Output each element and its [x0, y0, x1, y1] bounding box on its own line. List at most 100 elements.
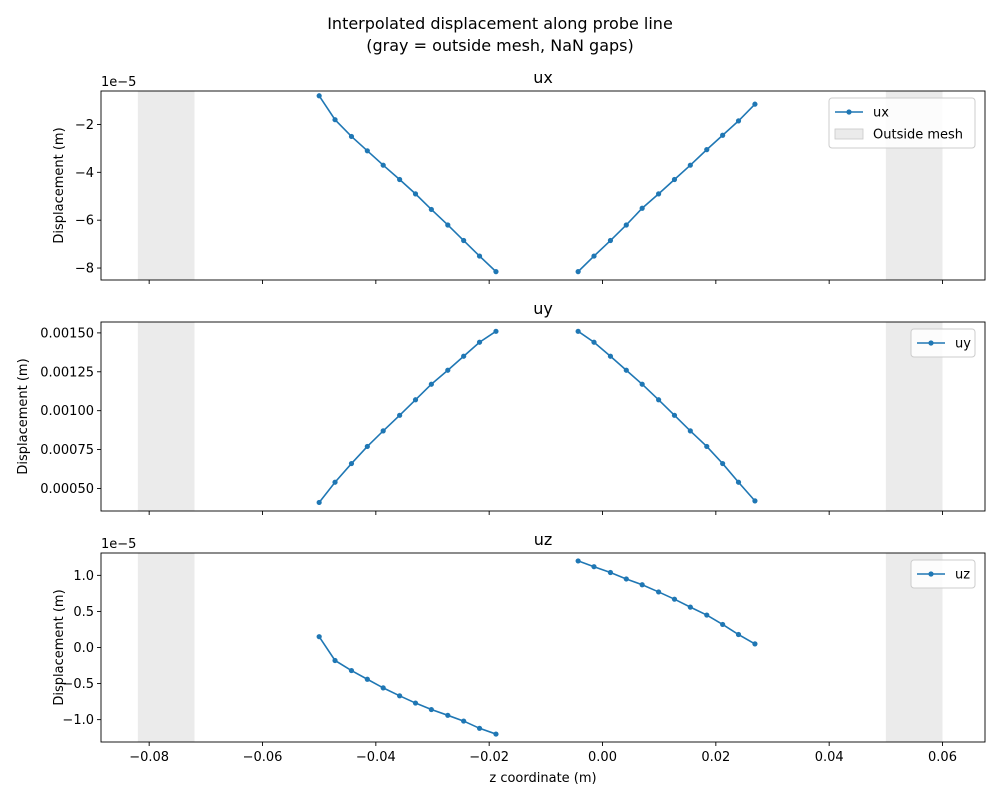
data-point [476, 339, 483, 345]
data-point [656, 589, 662, 595]
data-point [461, 237, 467, 244]
data-point [671, 596, 678, 602]
data-point [591, 253, 597, 259]
data-point [656, 191, 662, 197]
x-tick-label: −0.06 [243, 750, 283, 765]
y-tick-label: 1.0 [73, 569, 94, 584]
data-point [332, 117, 338, 123]
data-point [397, 412, 403, 418]
data-point [607, 237, 614, 244]
y-axis-label: Displacement (m) [16, 358, 31, 474]
subplot-ux: −8 −6 −4 −2 1e−5 ux Displacement (m) ux Outside … [52, 68, 986, 284]
data-point [493, 731, 499, 737]
data-point [461, 353, 467, 359]
data-point [639, 582, 645, 588]
y-tick-label: 0.5 [73, 605, 94, 620]
data-point [445, 222, 451, 228]
data-point [752, 498, 758, 504]
data-point [752, 101, 758, 107]
data-point [332, 657, 338, 664]
axes-frame [100, 90, 986, 281]
data-point [591, 564, 597, 570]
data-point [332, 479, 338, 485]
x-tick-label: 0.04 [815, 750, 844, 765]
data-point [575, 269, 581, 275]
data-point [348, 460, 355, 467]
legend: uy [910, 328, 976, 358]
x-axis-label: z coordinate (m) [489, 771, 596, 786]
data-point [316, 634, 322, 640]
x-tick-label: −0.04 [356, 750, 396, 765]
data-point [445, 367, 451, 373]
legend-label: ux [873, 106, 889, 121]
legend-patch-swatch [834, 128, 864, 140]
data-point [687, 428, 693, 434]
data-point [623, 367, 629, 373]
axes-frame [100, 552, 986, 743]
data-point [348, 667, 355, 674]
subplot-title: uz [534, 530, 553, 549]
x-tick-label: 0.00 [588, 750, 617, 765]
y-tick-label: −0.5 [62, 677, 94, 692]
data-point [704, 443, 710, 450]
y-tick-label: 0.00075 [40, 443, 94, 458]
outside-mesh-span [137, 322, 195, 511]
data-point [735, 631, 742, 638]
data-point [704, 612, 710, 618]
y-tick-label: 0.0 [73, 641, 94, 656]
y-tick-label: −6 [75, 214, 94, 229]
y-offset-text: 1e−5 [101, 537, 136, 552]
x-tick-label: −0.02 [469, 750, 509, 765]
data-point [735, 479, 742, 485]
x-tick-label: 0.02 [701, 750, 730, 765]
y-offset-text: 1e−5 [101, 75, 136, 90]
subplot-title: uy [533, 299, 553, 318]
legend: uz [910, 559, 976, 589]
series-line-uy [577, 330, 756, 502]
data-point [397, 693, 403, 699]
y-tick-label: 0.00125 [40, 365, 94, 380]
data-point [397, 176, 403, 183]
data-point [461, 718, 467, 724]
y-tick-label: −4 [75, 166, 94, 181]
data-point [316, 499, 322, 506]
data-point [671, 176, 678, 183]
legend: ux Outside mesh [828, 97, 976, 149]
data-point [607, 353, 614, 359]
outside-mesh-span [137, 553, 195, 742]
data-point [445, 712, 451, 718]
data-point [735, 118, 742, 124]
data-point [412, 397, 419, 403]
data-point [591, 339, 597, 345]
data-point [476, 253, 483, 259]
data-point [671, 412, 678, 418]
data-point [656, 397, 662, 403]
legend-marker-swatch [928, 571, 934, 577]
y-tick-label: −1.0 [62, 713, 94, 728]
data-point [493, 328, 499, 334]
data-point [607, 569, 614, 576]
legend-label: uz [955, 568, 970, 583]
x-tick-label: 0.06 [928, 750, 957, 765]
data-point [412, 191, 419, 197]
legend-label: Outside mesh [873, 128, 963, 143]
figure-title-line2: (gray = outside mesh, NaN gaps) [366, 36, 634, 55]
legend-frame [828, 97, 976, 149]
figure-title-line1: Interpolated displacement along probe li… [327, 14, 673, 33]
legend-label: uy [955, 337, 971, 352]
data-point [720, 132, 726, 138]
subplot-uy: 0.00050 0.00075 0.00100 0.00125 0.00150 uy Dis… [16, 299, 986, 515]
data-point [687, 604, 693, 610]
legend-marker-swatch [846, 109, 852, 115]
axes-frame [100, 321, 986, 512]
y-tick-label: −8 [75, 262, 94, 277]
subplot-title: ux [533, 68, 553, 87]
y-tick-label: 0.00050 [40, 482, 94, 497]
outside-mesh-span [137, 91, 195, 280]
data-point [720, 621, 726, 628]
data-point [639, 205, 645, 211]
data-point [476, 725, 483, 731]
data-point [575, 558, 581, 564]
data-point [623, 222, 629, 228]
data-point [316, 93, 322, 99]
